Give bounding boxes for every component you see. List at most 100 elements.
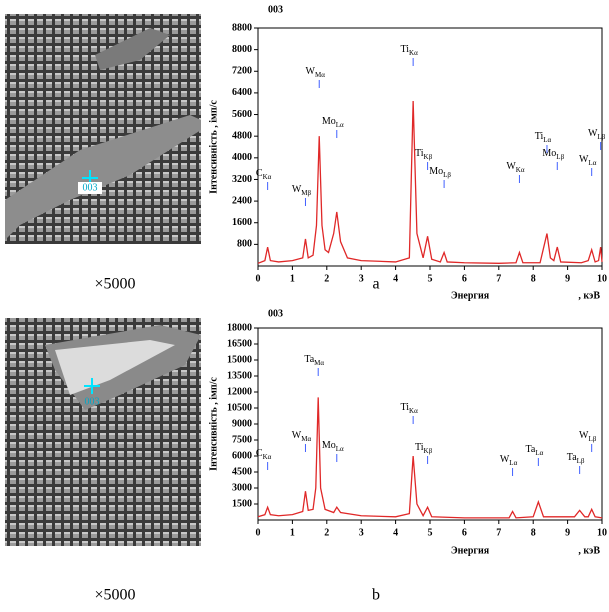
peak-line: Lα <box>509 459 517 467</box>
x-tick-label: 4 <box>393 273 398 284</box>
peak-label: WMα <box>306 66 326 78</box>
peak-element: Ti <box>401 402 410 413</box>
x-axis-label: Энергия <box>451 545 490 556</box>
peak-line: Lα <box>543 136 551 144</box>
x-tick-label: 1 <box>290 527 295 538</box>
x-tick-label: 6 <box>462 273 467 284</box>
peak-label: TaLβ <box>567 452 585 464</box>
chart-title: 003 <box>268 308 283 319</box>
marker-label: 003 <box>85 396 100 407</box>
x-tick-label: 10 <box>597 273 607 284</box>
peak-label: TaMα <box>304 354 324 366</box>
x-tick-label: 0 <box>256 527 261 538</box>
peak-line: Kα <box>409 407 418 415</box>
x-axis-label: Энергия <box>451 290 490 301</box>
x-tick-label: 3 <box>359 527 364 538</box>
y-tick-label: 4800 <box>232 130 252 141</box>
y-tick-label: 6000 <box>232 450 252 461</box>
y-tick-label: 800 <box>237 239 252 250</box>
peak-line: Lβ <box>577 457 585 465</box>
x-tick-label: 8 <box>531 273 536 284</box>
y-tick-label: 3200 <box>232 174 252 185</box>
peak-label: TiKβ <box>415 442 433 454</box>
y-tick-label: 5600 <box>232 109 252 120</box>
y-tick-label: 9000 <box>232 418 252 429</box>
peak-line: Kβ <box>424 447 433 455</box>
peak-element: Mo <box>542 148 556 159</box>
peak-line: Kα <box>263 453 272 461</box>
y-tick-label: 8800 <box>232 22 252 33</box>
peak-label: MoLβ <box>429 166 451 178</box>
peak-label: TiKα <box>401 402 419 414</box>
peak-element: Mo <box>322 116 336 127</box>
x-tick-label: 0 <box>256 273 261 284</box>
peak-line: Lα <box>588 159 596 167</box>
peak-element: W <box>588 128 598 139</box>
peak-element: Ti <box>535 131 544 142</box>
peak-label: WMα <box>292 430 312 442</box>
peak-label: WLα <box>579 154 597 166</box>
peak-line: Kβ <box>424 153 433 161</box>
x-tick-label: 7 <box>496 273 501 284</box>
y-tick-label: 2400 <box>232 195 252 206</box>
y-tick-label: 15000 <box>227 354 252 365</box>
y-tick-label: 16500 <box>227 338 252 349</box>
magnification: ×5000 <box>94 276 135 293</box>
peak-label: MoLα <box>322 440 344 452</box>
peak-line: Lβ <box>556 153 564 161</box>
y-tick-label: 1500 <box>232 498 252 509</box>
x-tick-label: 5 <box>428 273 433 284</box>
peak-element: W <box>292 184 302 195</box>
y-tick-label: 3000 <box>232 482 252 493</box>
peak-line: Kα <box>409 49 418 57</box>
peak-line: Mα <box>314 359 324 367</box>
peak-label: WLα <box>500 454 518 466</box>
peak-element: C <box>256 168 263 179</box>
peak-line: Mα <box>301 435 311 443</box>
y-axis-label: Інтенсивність , імп/с <box>208 377 219 471</box>
peak-element: Ta <box>525 444 535 455</box>
x-tick-label: 7 <box>496 527 501 538</box>
y-tick-label: 6400 <box>232 87 252 98</box>
y-tick-label: 1600 <box>232 217 252 228</box>
y-tick-label: 10500 <box>227 402 252 413</box>
peak-line: Kα <box>516 166 525 174</box>
peak-line: Lα <box>336 121 344 129</box>
y-axis-label: Інтенсивність , імп/с <box>208 100 219 194</box>
peak-label: TaLα <box>525 444 543 456</box>
peak-element: Mo <box>429 166 443 177</box>
x-tick-label: 8 <box>531 527 536 538</box>
y-tick-label: 8000 <box>232 44 252 55</box>
peak-element: Ta <box>567 452 577 463</box>
peak-line: Kα <box>263 173 272 181</box>
chart-title: 003 <box>268 4 283 15</box>
peak-element: Ta <box>304 354 314 365</box>
sem-image-a: 003 <box>5 14 201 244</box>
x-tick-label: 2 <box>324 273 329 284</box>
peak-label: WLβ <box>588 128 606 140</box>
x-tick-label: 6 <box>462 527 467 538</box>
y-tick-label: 4500 <box>232 466 252 477</box>
peak-line: Lα <box>336 445 344 453</box>
peak-label: CKα <box>256 448 272 460</box>
peak-element: W <box>306 66 316 77</box>
peak-element: Ti <box>401 44 410 55</box>
spectrum-line <box>257 101 603 264</box>
x-tick-label: 9 <box>565 527 570 538</box>
peak-element: W <box>579 430 589 441</box>
y-tick-label: 18000 <box>227 322 252 333</box>
y-tick-label: 7200 <box>232 66 252 77</box>
sem-image-b: 003 <box>5 318 201 546</box>
peak-label: TiKα <box>401 44 419 56</box>
x-tick-label: 3 <box>359 273 364 284</box>
peak-line: Lβ <box>443 171 451 179</box>
peak-line: Mα <box>315 71 325 79</box>
x-tick-label: 2 <box>324 527 329 538</box>
peak-label: MoLβ <box>542 148 564 160</box>
peak-label: TiKβ <box>415 148 433 160</box>
peak-element: W <box>579 154 589 165</box>
peak-element: W <box>506 161 516 172</box>
x-tick-label: 10 <box>597 527 607 538</box>
peak-line: Mβ <box>301 189 311 197</box>
